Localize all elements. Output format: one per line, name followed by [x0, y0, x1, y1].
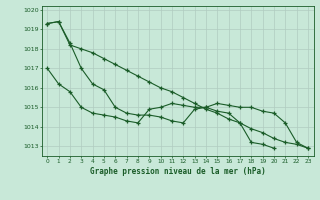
X-axis label: Graphe pression niveau de la mer (hPa): Graphe pression niveau de la mer (hPa) [90, 167, 266, 176]
